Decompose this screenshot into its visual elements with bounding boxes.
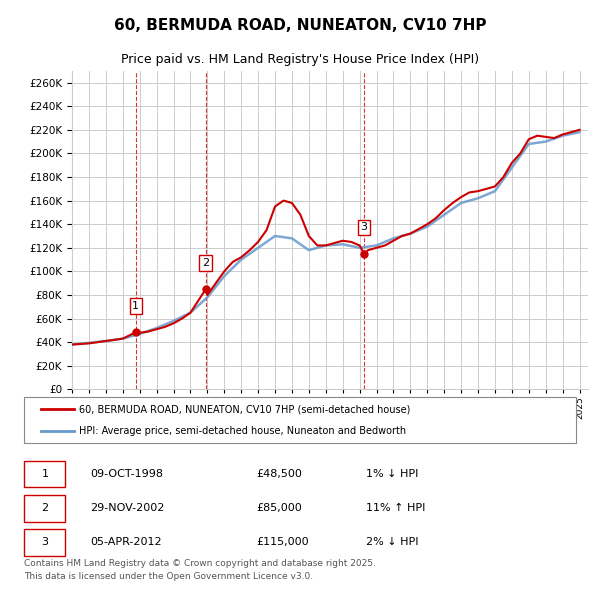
Text: £85,000: £85,000 [256, 503, 302, 513]
Text: 1: 1 [132, 301, 139, 311]
FancyBboxPatch shape [24, 529, 65, 556]
Text: 2% ↓ HPI: 2% ↓ HPI [366, 537, 419, 547]
Text: 1: 1 [41, 469, 49, 479]
Text: Contains HM Land Registry data © Crown copyright and database right 2025.
This d: Contains HM Land Registry data © Crown c… [24, 559, 376, 581]
Text: 29-NOV-2002: 29-NOV-2002 [90, 503, 164, 513]
Text: HPI: Average price, semi-detached house, Nuneaton and Bedworth: HPI: Average price, semi-detached house,… [79, 427, 406, 437]
FancyBboxPatch shape [24, 397, 576, 444]
Text: 60, BERMUDA ROAD, NUNEATON, CV10 7HP (semi-detached house): 60, BERMUDA ROAD, NUNEATON, CV10 7HP (se… [79, 404, 410, 414]
Text: 11% ↑ HPI: 11% ↑ HPI [366, 503, 425, 513]
FancyBboxPatch shape [24, 461, 65, 487]
Text: £115,000: £115,000 [256, 537, 308, 547]
Text: 09-OCT-1998: 09-OCT-1998 [90, 469, 163, 479]
Text: 05-APR-2012: 05-APR-2012 [90, 537, 162, 547]
Text: 3: 3 [361, 222, 368, 232]
Text: 3: 3 [41, 537, 49, 547]
FancyBboxPatch shape [24, 494, 65, 522]
Text: £48,500: £48,500 [256, 469, 302, 479]
Text: 2: 2 [202, 258, 209, 268]
Text: 2: 2 [41, 503, 49, 513]
Text: Price paid vs. HM Land Registry's House Price Index (HPI): Price paid vs. HM Land Registry's House … [121, 53, 479, 66]
Text: 60, BERMUDA ROAD, NUNEATON, CV10 7HP: 60, BERMUDA ROAD, NUNEATON, CV10 7HP [114, 18, 486, 32]
Text: 1% ↓ HPI: 1% ↓ HPI [366, 469, 419, 479]
